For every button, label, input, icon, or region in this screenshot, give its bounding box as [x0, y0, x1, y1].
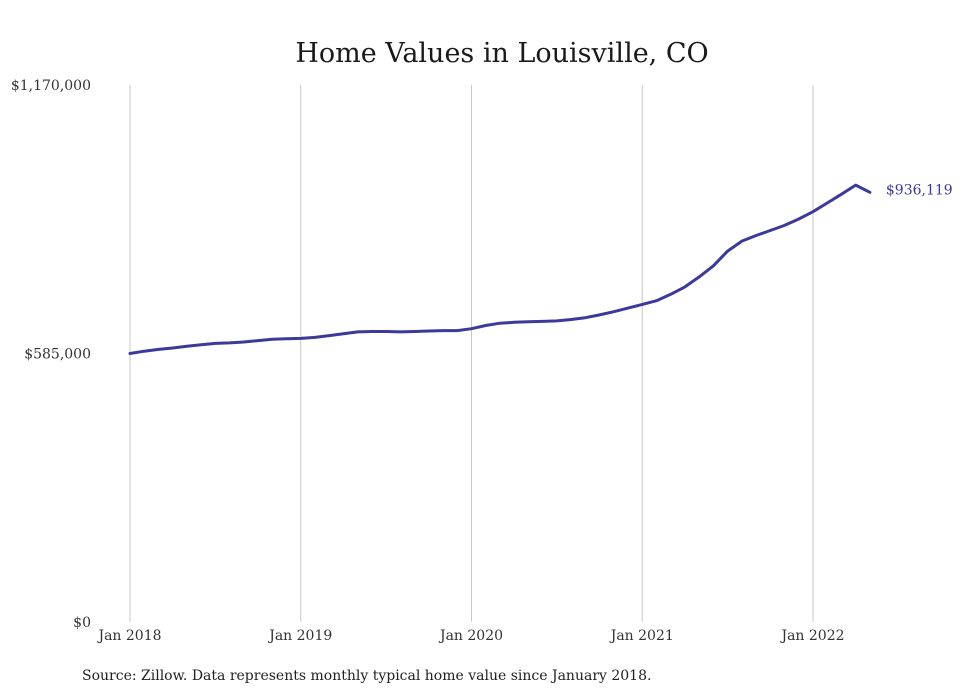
- series-group: [128, 183, 872, 355]
- y-tick-label-0: $0: [73, 615, 91, 631]
- y-tick-label-2: $1,170,000: [11, 78, 91, 94]
- x-axis-ticks: Jan 2018 Jan 2019 Jan 2020 Jan 2021 Jan 2022: [96, 628, 844, 644]
- end-value-label: $936,119: [886, 182, 953, 198]
- x-tick-label-1: Jan 2019: [267, 628, 332, 644]
- x-tick-label-0: Jan 2018: [96, 628, 161, 644]
- series-line-0: [128, 183, 872, 355]
- x-tick-label-3: Jan 2021: [609, 628, 674, 644]
- source-note: Source: Zillow. Data represents monthly …: [82, 668, 652, 684]
- y-axis-ticks: $0 $585,000 $1,170,000: [11, 78, 91, 631]
- gridlines: [129, 85, 814, 622]
- x-tick-label-2: Jan 2020: [438, 628, 503, 644]
- y-tick-label-1: $585,000: [24, 347, 91, 363]
- x-tick-label-4: Jan 2022: [779, 628, 844, 644]
- chart-title: Home Values in Louisville, CO: [295, 38, 708, 69]
